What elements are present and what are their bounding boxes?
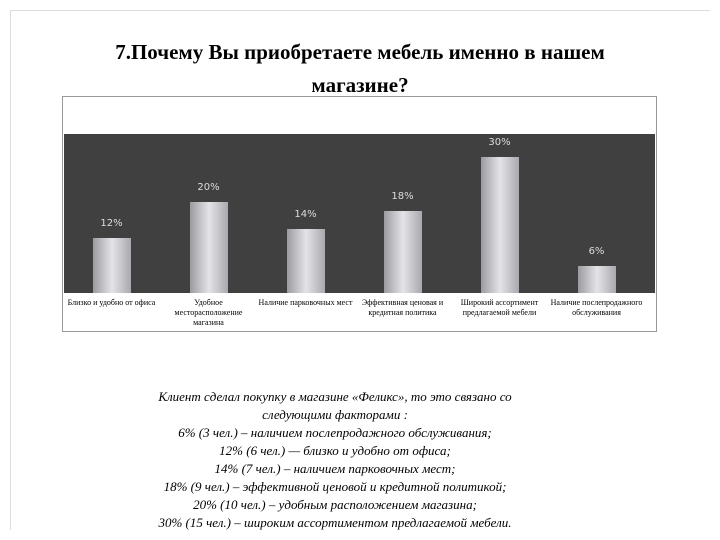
- x-tick-label: Эффективная ценовая и кредитная политика: [361, 298, 444, 317]
- x-tick-label: Наличие парковочных мест: [258, 298, 353, 307]
- text-line: Клиент сделал покупку в магазине «Феликс…: [158, 389, 512, 404]
- chart-title: 7.Почему Вы приобретаете мебель именно в…: [115, 40, 605, 97]
- data-label: 14%: [294, 209, 317, 221]
- chart: 12% Близко и удобно от офиса 20% Удобное ме…: [62, 96, 657, 332]
- data-label: 12%: [100, 218, 123, 230]
- text-line: следующими факторами :: [262, 407, 408, 422]
- data-label: 6%: [588, 245, 605, 257]
- data-label: 30%: [488, 136, 511, 148]
- data-label: 18%: [391, 191, 414, 203]
- bar: [480, 156, 519, 293]
- bar: [286, 229, 325, 293]
- text-line: 20% (10 чел.) – удобным расположением ма…: [193, 497, 477, 512]
- plot-area: [64, 134, 655, 293]
- text-line: 12% (6 чел.) — близко и удобно от офиса;: [219, 443, 451, 458]
- description: Клиент сделал покупку в магазине «Феликс…: [110, 388, 560, 532]
- text-line: 14% (7 чел.) – наличием парковочных мест…: [214, 461, 456, 476]
- frame-line: [10, 10, 11, 530]
- bar: [189, 202, 228, 293]
- bar: [92, 238, 131, 293]
- text-line: 6% (3 чел.) – наличием послепродажного о…: [178, 425, 492, 440]
- x-tick-label: Удобное месторасположение магазина: [174, 298, 243, 327]
- x-tick-label: Близко и удобно от офиса: [67, 298, 156, 307]
- frame-line: [10, 10, 710, 11]
- x-tick-label: Широкий ассортимент предлагаемой мебели: [460, 298, 539, 317]
- bar: [577, 265, 616, 293]
- x-tick-label: Наличие послепродажного обслуживания: [550, 298, 643, 317]
- text-line: 18% (9 чел.) – эффективной ценовой и кре…: [163, 479, 507, 494]
- text-line: 30% (15 чел.) – широким ассортиментом пр…: [158, 515, 512, 530]
- bar: [383, 211, 422, 293]
- data-label: 20%: [197, 182, 220, 193]
